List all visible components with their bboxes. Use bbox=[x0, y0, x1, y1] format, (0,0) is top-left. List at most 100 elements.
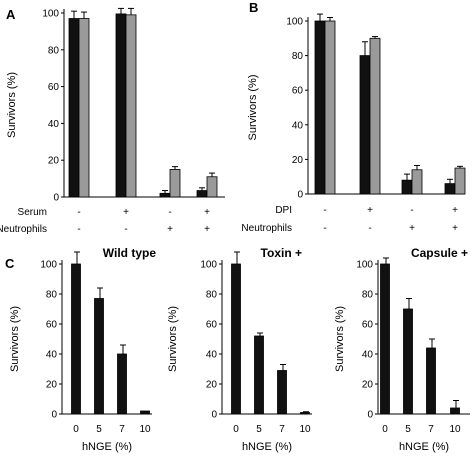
condition-mark: - bbox=[77, 224, 80, 235]
y-tick-label: 0 bbox=[211, 410, 217, 421]
x-tick-label: 10 bbox=[139, 424, 151, 435]
y-tick-label: 100 bbox=[40, 260, 57, 271]
x-tick-label: 0 bbox=[73, 424, 79, 435]
bar bbox=[359, 55, 371, 195]
condition-mark: + bbox=[452, 205, 458, 216]
y-tick-label: 60 bbox=[48, 82, 60, 93]
y-axis-label: Survivors (%) bbox=[167, 306, 179, 372]
bar bbox=[444, 183, 456, 195]
x-tick-label: 5 bbox=[256, 424, 262, 435]
x-tick-label: 7 bbox=[119, 424, 125, 435]
condition-mark: - bbox=[323, 205, 326, 216]
y-tick-label: 20 bbox=[48, 156, 60, 167]
y-tick-label: 40 bbox=[206, 350, 218, 361]
condition-row-label: Neutrophils bbox=[0, 224, 47, 235]
x-tick-label: 0 bbox=[382, 424, 388, 435]
bar bbox=[78, 18, 90, 198]
bar bbox=[277, 370, 287, 415]
y-tick-label: 100 bbox=[200, 260, 217, 271]
x-axis-label: hNGE (%) bbox=[399, 441, 449, 453]
y-axis-label: Survivors (%) bbox=[247, 74, 259, 140]
y-tick-label: 80 bbox=[46, 290, 58, 301]
bar bbox=[169, 168, 181, 198]
bar bbox=[411, 169, 423, 195]
condition-mark: + bbox=[204, 224, 210, 235]
y-tick-label: 40 bbox=[46, 350, 58, 361]
bar bbox=[159, 192, 171, 198]
bar bbox=[125, 14, 137, 198]
y-tick-label: 0 bbox=[367, 410, 373, 421]
x-tick-label: 7 bbox=[279, 424, 285, 435]
condition-mark: + bbox=[367, 205, 373, 216]
y-tick-label: 80 bbox=[362, 290, 374, 301]
panel-letter: B bbox=[249, 0, 258, 15]
chart-title: Toxin + bbox=[261, 246, 302, 260]
condition-row-label: Serum bbox=[18, 207, 47, 218]
bar bbox=[94, 298, 104, 415]
bar bbox=[380, 263, 390, 415]
bar bbox=[403, 308, 413, 415]
bar bbox=[254, 335, 264, 415]
y-tick-label: 80 bbox=[206, 290, 218, 301]
condition-row-label: Neutrophils bbox=[241, 223, 292, 234]
condition-mark: + bbox=[409, 223, 415, 234]
y-tick-label: 20 bbox=[292, 155, 304, 166]
y-tick-label: 0 bbox=[51, 410, 57, 421]
y-tick-label: 60 bbox=[292, 86, 304, 97]
y-tick-label: 20 bbox=[46, 380, 58, 391]
bar bbox=[401, 179, 413, 195]
chart-title: Wild type bbox=[103, 246, 157, 260]
chart-panel-2: C 0 20 40 60 80 100 Survivors (%) 0 5 7 10 hNGE (%) W… bbox=[5, 246, 156, 453]
chart-panel-1: B 0 20 40 60 80 100 Survivors (%) DPI - + - + Neutrop… bbox=[241, 0, 466, 234]
y-tick-label: 40 bbox=[292, 120, 304, 131]
y-tick-label: 20 bbox=[362, 380, 374, 391]
bar bbox=[196, 190, 208, 198]
x-tick-label: 5 bbox=[96, 424, 102, 435]
x-tick-label: 7 bbox=[428, 424, 434, 435]
y-tick-label: 60 bbox=[206, 320, 218, 331]
bar bbox=[206, 176, 218, 198]
y-tick-label: 80 bbox=[292, 51, 304, 62]
bar bbox=[324, 20, 336, 195]
x-tick-label: 0 bbox=[233, 424, 239, 435]
chart-panel-0: A 0 20 40 60 80 100 Survivors (%) Serum - + - + Neutr… bbox=[0, 7, 225, 235]
bar bbox=[454, 167, 466, 195]
y-tick-label: 40 bbox=[48, 119, 60, 130]
condition-mark: + bbox=[452, 223, 458, 234]
y-tick-label: 100 bbox=[286, 17, 303, 28]
y-tick-label: 60 bbox=[362, 320, 374, 331]
bar bbox=[314, 20, 326, 195]
x-tick-label: 10 bbox=[299, 424, 311, 435]
y-axis-label: Survivors (%) bbox=[9, 306, 21, 372]
y-tick-label: 80 bbox=[48, 45, 60, 56]
bar bbox=[450, 407, 460, 415]
bar bbox=[71, 263, 81, 415]
y-tick-label: 20 bbox=[206, 380, 218, 391]
bar bbox=[140, 410, 150, 415]
bar bbox=[117, 353, 127, 415]
y-tick-label: 0 bbox=[297, 190, 303, 201]
y-tick-label: 60 bbox=[46, 320, 58, 331]
x-axis-label: hNGE (%) bbox=[82, 441, 132, 453]
chart-panel-3: 0 20 40 60 80 100 Survivors (%) 0 5 7 10 hNGE (%) To… bbox=[167, 246, 312, 453]
y-tick-label: 100 bbox=[356, 260, 373, 271]
y-tick-label: 100 bbox=[42, 9, 59, 20]
panel-letter: C bbox=[5, 256, 15, 271]
bar bbox=[231, 263, 241, 415]
condition-mark: - bbox=[124, 224, 127, 235]
y-axis-label: Survivors (%) bbox=[6, 72, 18, 138]
condition-row-label: DPI bbox=[275, 205, 292, 216]
bar bbox=[426, 347, 436, 415]
x-tick-label: 5 bbox=[405, 424, 411, 435]
condition-mark: - bbox=[368, 223, 371, 234]
condition-mark: - bbox=[323, 223, 326, 234]
x-tick-label: 10 bbox=[449, 424, 461, 435]
bar bbox=[68, 18, 80, 198]
condition-mark: - bbox=[410, 205, 413, 216]
condition-mark: - bbox=[77, 207, 80, 218]
condition-mark: + bbox=[123, 207, 129, 218]
condition-mark: - bbox=[168, 207, 171, 218]
condition-mark: + bbox=[204, 207, 210, 218]
x-axis-label: hNGE (%) bbox=[242, 441, 292, 453]
